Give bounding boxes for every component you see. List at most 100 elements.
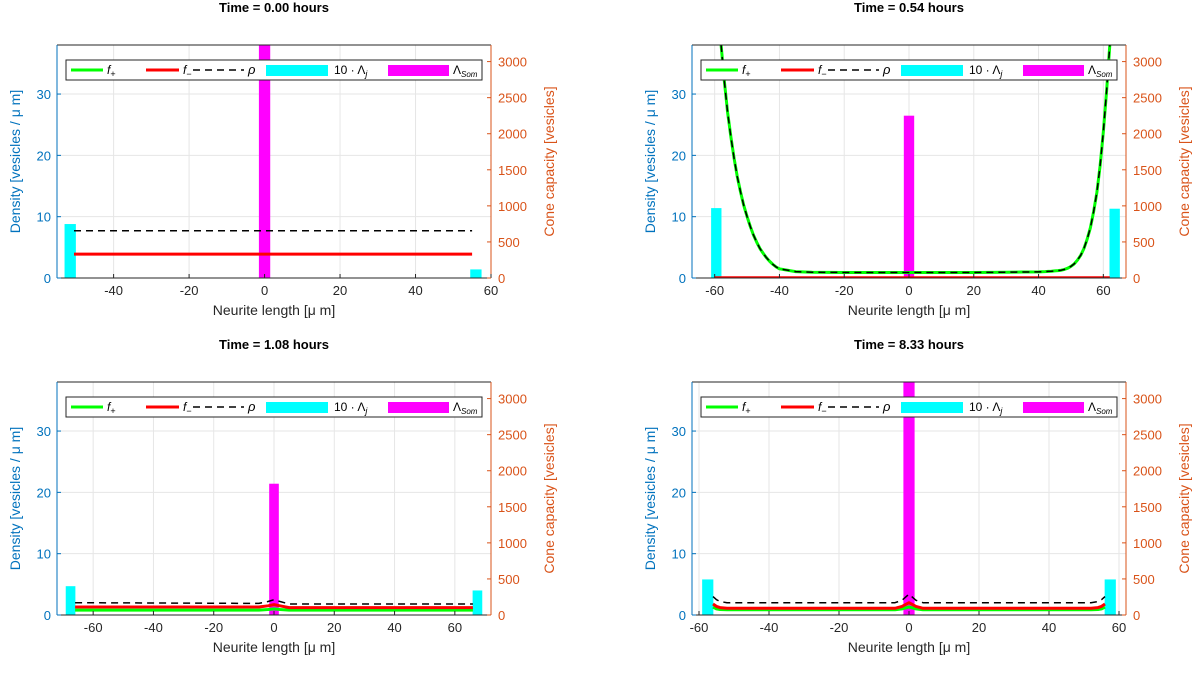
y2-tick-label: 0 <box>498 608 505 623</box>
legend-label-f-minus: f− <box>818 400 827 416</box>
y2-tick-label: 1500 <box>1133 163 1162 178</box>
subplot-3: -60 -40 -20 0 20 40 60 0 10 20 30 0 500 1000 1500 2000 2… <box>7 337 557 655</box>
bar-lambda-som <box>269 483 279 615</box>
bar-lambda-som <box>903 115 915 278</box>
x-axis-label: Neurite length [μ m] <box>213 639 335 655</box>
y-axis-label: Density [vesicles / μ m] <box>642 90 658 233</box>
x-tick-label: 20 <box>333 283 347 298</box>
y2-tick-label: 500 <box>1133 572 1155 587</box>
y2-tick-label: 3000 <box>1133 392 1162 407</box>
legend-swatch-lambda-som <box>388 65 449 76</box>
y-tick-label: 20 <box>672 485 686 500</box>
y-tick-label: 10 <box>672 547 686 562</box>
y2-tick-label: 3000 <box>498 392 527 407</box>
bar-lambda-j <box>711 208 722 278</box>
y-tick-label: 10 <box>37 547 51 562</box>
legend-swatch-lambda-j <box>901 402 963 413</box>
y2-tick-label: 0 <box>1133 608 1140 623</box>
legend-swatch-lambda-som <box>1023 65 1084 76</box>
y-tick-label: 10 <box>672 210 686 225</box>
y2-tick-label: 3000 <box>1133 55 1162 70</box>
x-tick-label: 40 <box>1031 283 1045 298</box>
y2-tick-label: 2500 <box>498 428 527 443</box>
legend-label-rho: ρ <box>882 399 891 414</box>
legend-label-f-plus: f+ <box>107 63 116 79</box>
y2-tick-label: 1000 <box>498 199 527 214</box>
x-tick-label: 20 <box>972 620 986 635</box>
y-tick-label: 0 <box>44 271 51 286</box>
chart-title: Time = 0.54 hours <box>854 0 964 15</box>
y2-tick-label: 1000 <box>1133 199 1162 214</box>
legend-swatch-lambda-som <box>1023 402 1084 413</box>
line-f-plus <box>719 45 1112 274</box>
line-f-minus <box>75 603 473 610</box>
legend-label-f-minus: f− <box>818 63 827 79</box>
subplot-1: -40 -20 0 20 40 60010203005001000150020002500… <box>7 0 557 318</box>
legend-label-rho: ρ <box>882 62 891 77</box>
legend-swatch-lambda-j <box>266 402 328 413</box>
bar-lambda-j <box>470 269 482 278</box>
legend-label-rho: ρ <box>247 399 256 414</box>
x-tick-label: 0 <box>905 620 912 635</box>
legend-swatch-lambda-j <box>266 65 328 76</box>
x-tick-label: -60 <box>690 620 709 635</box>
x-tick-label: -60 <box>705 283 724 298</box>
y2-tick-label: 1500 <box>1133 500 1162 515</box>
y-tick-label: 20 <box>37 148 51 163</box>
y2-axis-label: Cone capacity [vesicles] <box>541 86 557 236</box>
y-axis-label: Density [vesicles / μ m] <box>642 427 658 570</box>
bar-lambda-j <box>472 590 483 615</box>
y-tick-label: 30 <box>672 87 686 102</box>
y-tick-label: 0 <box>44 608 51 623</box>
y-tick-label: 30 <box>672 424 686 439</box>
x-tick-label: 60 <box>1096 283 1110 298</box>
bar-lambda-j <box>1109 208 1120 278</box>
x-tick-label: -40 <box>770 283 789 298</box>
plot-area <box>65 483 483 615</box>
chart-title: Time = 1.08 hours <box>219 337 329 352</box>
y2-tick-label: 1000 <box>498 536 527 551</box>
bar-lambda-j <box>1104 579 1116 615</box>
y-axis-label: Density [vesicles / μ m] <box>7 427 23 570</box>
legend-label-lambda-j: 10 · Λj <box>334 400 368 416</box>
legend-label-lambda-j: 10 · Λj <box>969 400 1003 416</box>
legend-swatch-lambda-som <box>388 402 449 413</box>
y2-tick-label: 500 <box>498 235 520 250</box>
y-tick-label: 30 <box>37 87 51 102</box>
y-tick-label: 10 <box>37 210 51 225</box>
y2-axis-label: Cone capacity [vesicles] <box>1176 423 1192 573</box>
legend-swatch-lambda-j <box>901 65 963 76</box>
line-rho <box>75 598 473 605</box>
y2-tick-label: 0 <box>498 271 505 286</box>
y2-axis-label: Cone capacity [vesicles] <box>541 423 557 573</box>
x-tick-label: 0 <box>270 620 277 635</box>
legend-label-f-minus: f− <box>183 63 192 79</box>
subplot-2: -60 -40 -20 0 20 40 60 0 10 20 30 0 500 1000 1500 2000 2… <box>642 0 1192 318</box>
line-f-plus <box>75 607 473 612</box>
chart-title: Time = 0.00 hours <box>219 0 329 15</box>
plot-area <box>64 45 482 278</box>
x-tick-label: -40 <box>104 283 123 298</box>
y-tick-label: 0 <box>679 608 686 623</box>
y2-tick-label: 500 <box>498 572 520 587</box>
x-tick-label: 40 <box>1042 620 1056 635</box>
legend: f+ f− ρ 10 · Λj ΛSom <box>700 396 1118 418</box>
bar-lambda-j <box>702 579 714 615</box>
legend-label-lambda-j: 10 · Λj <box>334 63 368 79</box>
bar-lambda-j <box>65 586 76 615</box>
y2-tick-label: 2000 <box>498 127 527 142</box>
y-tick-label: 20 <box>672 148 686 163</box>
legend-label-f-plus: f+ <box>742 400 751 416</box>
legend-label-lambda-j: 10 · Λj <box>969 63 1003 79</box>
line-f-minus <box>712 601 1106 610</box>
y-tick-label: 20 <box>37 485 51 500</box>
x-tick-label: -20 <box>830 620 849 635</box>
y2-tick-label: 2500 <box>1133 428 1162 443</box>
y2-tick-label: 1000 <box>1133 536 1162 551</box>
x-tick-label: 60 <box>448 620 462 635</box>
x-tick-label: 0 <box>905 283 912 298</box>
y2-tick-label: 1500 <box>498 163 527 178</box>
x-tick-label: -20 <box>204 620 223 635</box>
x-axis-label: Neurite length [μ m] <box>848 302 970 318</box>
